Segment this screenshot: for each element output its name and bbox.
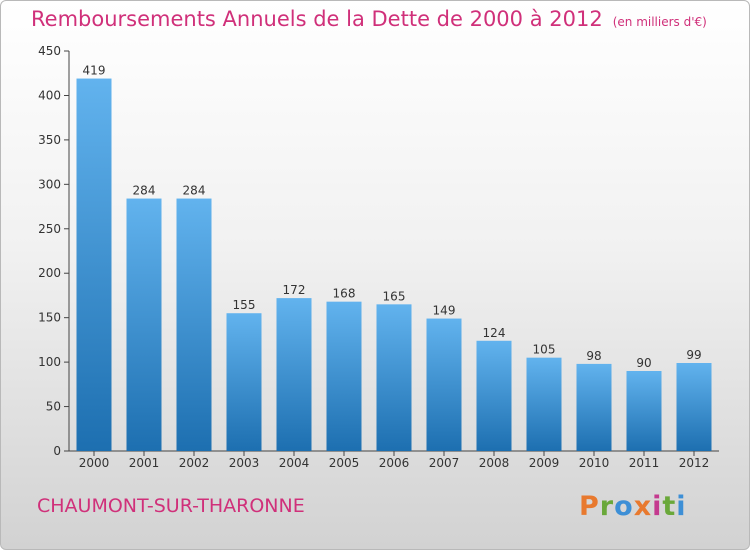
- bar: [126, 198, 162, 451]
- bar-value-label: 99: [686, 348, 701, 362]
- bar: [326, 301, 362, 451]
- bar-value-label: 419: [83, 64, 106, 78]
- logo-letter: r: [599, 491, 615, 522]
- bar-value-label: 172: [283, 283, 306, 297]
- y-tick-label: 250: [38, 222, 61, 236]
- logo-letter: i: [676, 491, 687, 522]
- bar-value-label: 105: [533, 343, 556, 357]
- logo-letter: t: [662, 491, 677, 522]
- chart-title: Remboursements Annuels de la Dette de 20…: [31, 7, 707, 31]
- bar: [76, 78, 112, 452]
- bar: [426, 318, 462, 451]
- logo-letter: o: [614, 491, 634, 522]
- logo-letter: x: [633, 491, 653, 522]
- bar-value-label: 168: [333, 287, 356, 301]
- x-tick-label: 2011: [629, 456, 660, 470]
- y-tick-label: 50: [46, 400, 61, 414]
- logo-letter: P: [579, 491, 600, 522]
- proxiti-logo: Proxiti: [579, 491, 687, 522]
- bar-value-label: 124: [483, 326, 506, 340]
- x-tick-label: 2001: [129, 456, 160, 470]
- x-tick-label: 2010: [579, 456, 610, 470]
- bar-value-label: 284: [183, 184, 206, 198]
- bar: [476, 340, 512, 451]
- x-tick-label: 2004: [279, 456, 310, 470]
- y-tick-label: 350: [38, 133, 61, 147]
- x-tick-label: 2002: [179, 456, 210, 470]
- bar: [576, 363, 612, 451]
- x-tick-label: 2006: [379, 456, 410, 470]
- chart-subtitle: (en milliers d'€): [612, 15, 707, 29]
- y-tick-label: 400: [38, 88, 61, 102]
- bar: [176, 198, 212, 451]
- bar-value-label: 149: [433, 304, 456, 318]
- y-tick-label: 0: [53, 444, 61, 458]
- y-tick-label: 300: [38, 177, 61, 191]
- bar-value-label: 284: [133, 184, 156, 198]
- x-tick-label: 2005: [329, 456, 360, 470]
- x-tick-label: 2003: [229, 456, 260, 470]
- bar: [676, 363, 712, 451]
- y-tick-label: 150: [38, 311, 61, 325]
- x-tick-label: 2000: [79, 456, 110, 470]
- bar: [276, 298, 312, 451]
- logo-letter: i: [652, 491, 663, 522]
- bar: [526, 357, 562, 451]
- bar-value-label: 90: [636, 356, 651, 370]
- x-tick-label: 2012: [679, 456, 710, 470]
- chart-title-text: Remboursements Annuels de la Dette de 20…: [31, 7, 603, 31]
- bar: [376, 304, 412, 451]
- x-tick-label: 2008: [479, 456, 510, 470]
- y-tick-label: 100: [38, 355, 61, 369]
- bar-value-label: 98: [586, 349, 601, 363]
- x-tick-label: 2009: [529, 456, 560, 470]
- commune-name: CHAUMONT-SUR-THARONNE: [37, 495, 305, 517]
- y-tick-label: 450: [38, 44, 61, 58]
- bar: [226, 313, 262, 451]
- bar-value-label: 155: [233, 298, 256, 312]
- x-tick-label: 2007: [429, 456, 460, 470]
- bar-value-label: 165: [383, 289, 406, 303]
- y-tick-label: 200: [38, 266, 61, 280]
- bar: [626, 371, 662, 451]
